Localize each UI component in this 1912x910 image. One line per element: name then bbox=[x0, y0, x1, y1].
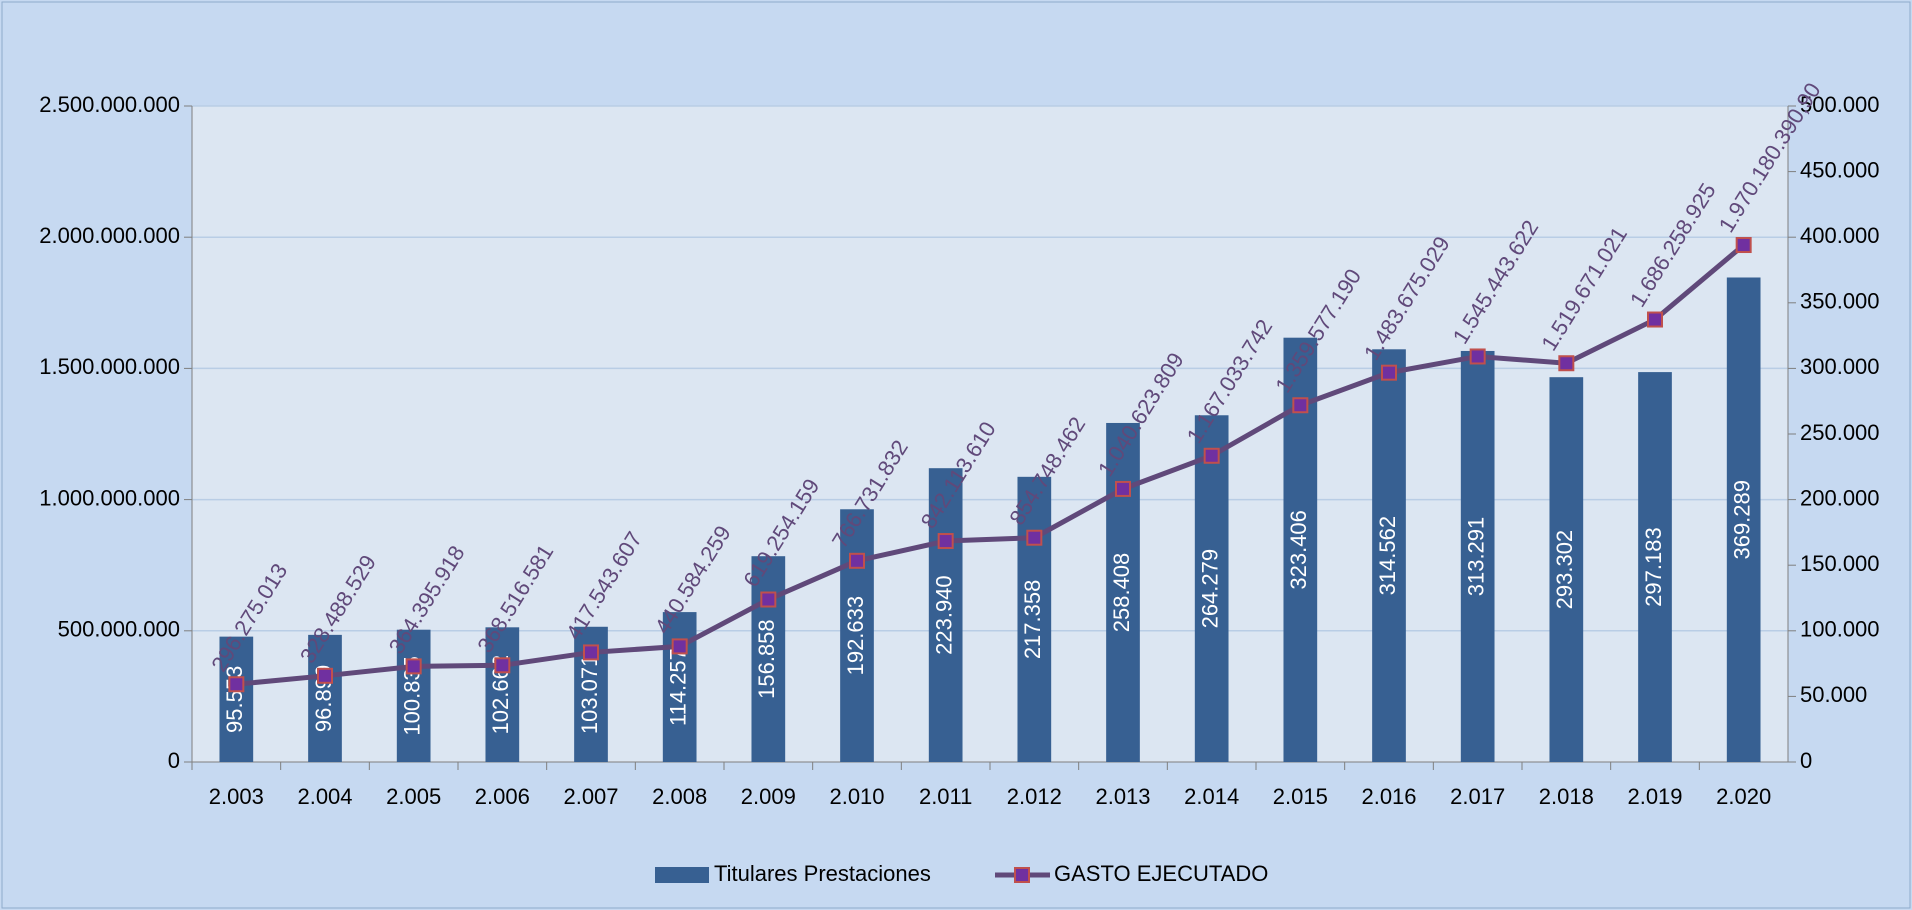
legend-marker bbox=[1014, 867, 1030, 883]
bar-label: 217.358 bbox=[1020, 580, 1045, 660]
x-tick-label: 2.018 bbox=[1539, 784, 1594, 809]
bar-label: 114.257 bbox=[665, 648, 690, 726]
bar-label: 258.408 bbox=[1109, 553, 1134, 633]
y2-tick-label: 350.000 bbox=[1800, 289, 1880, 314]
bar bbox=[662, 612, 697, 762]
bar bbox=[751, 556, 786, 762]
bar-label: 264.279 bbox=[1197, 549, 1222, 629]
y-tick-label: 0 bbox=[168, 748, 180, 773]
line-marker bbox=[671, 638, 688, 655]
bar-label: 103.071 bbox=[577, 655, 602, 735]
bar bbox=[485, 627, 520, 762]
bar-label: 314.562 bbox=[1375, 516, 1400, 596]
x-tick-label: 2.011 bbox=[919, 784, 972, 809]
bar bbox=[1017, 476, 1052, 762]
line-marker bbox=[1558, 355, 1575, 372]
x-tick-label: 2.010 bbox=[829, 784, 884, 809]
line-marker bbox=[937, 533, 954, 550]
line-marker bbox=[849, 552, 865, 569]
line-marker bbox=[1115, 480, 1131, 497]
line-marker bbox=[1469, 348, 1486, 365]
x-tick-label: 2.008 bbox=[652, 784, 707, 809]
legend-label: Titulares Prestaciones bbox=[714, 861, 931, 886]
x-tick-label: 2.007 bbox=[563, 784, 618, 809]
x-tick-label: 2.003 bbox=[209, 784, 264, 809]
bar-label: 323.406 bbox=[1286, 510, 1311, 590]
line-marker bbox=[317, 667, 333, 684]
bar bbox=[1460, 350, 1495, 762]
bar-label: 297.183 bbox=[1641, 527, 1666, 607]
y2-tick-label: 400.000 bbox=[1800, 223, 1880, 248]
x-tick-label: 2.015 bbox=[1273, 784, 1328, 809]
plot-area bbox=[192, 106, 1788, 762]
y-tick-label: 500.000.000 bbox=[58, 617, 180, 642]
x-tick-label: 2.014 bbox=[1184, 784, 1239, 809]
bar bbox=[396, 629, 431, 762]
y2-tick-label: 450.000 bbox=[1800, 157, 1880, 182]
y2-tick-label: 200.000 bbox=[1800, 485, 1880, 510]
bar bbox=[219, 636, 254, 762]
x-tick-label: 2.013 bbox=[1095, 784, 1150, 809]
bar bbox=[308, 634, 342, 762]
y2-tick-label: 300.000 bbox=[1800, 354, 1880, 379]
bar-label: 192.633 bbox=[843, 596, 868, 676]
y-tick-label: 2.500.000.000 bbox=[39, 92, 180, 117]
bar bbox=[1638, 372, 1672, 762]
y2-tick-label: 500.000 bbox=[1800, 92, 1880, 117]
line-marker bbox=[405, 658, 422, 675]
line-marker bbox=[1292, 397, 1309, 414]
y2-tick-label: 50.000 bbox=[1800, 682, 1867, 707]
bar bbox=[928, 468, 963, 762]
line-marker bbox=[1203, 447, 1220, 464]
x-tick-label: 2.009 bbox=[741, 784, 796, 809]
bar bbox=[1726, 277, 1761, 762]
x-tick-label: 2.006 bbox=[475, 784, 530, 809]
y-tick-label: 1.500.000.000 bbox=[39, 354, 180, 379]
line-marker bbox=[583, 644, 599, 661]
line-marker bbox=[760, 591, 777, 608]
x-tick-label: 2.017 bbox=[1450, 784, 1505, 809]
y2-tick-label: 150.000 bbox=[1800, 551, 1880, 576]
bar bbox=[1194, 415, 1229, 762]
y2-tick-label: 100.000 bbox=[1800, 617, 1880, 642]
bar-label: 369.289 bbox=[1729, 480, 1754, 560]
x-tick-label: 2.012 bbox=[1007, 784, 1062, 809]
bar-label: 223.940 bbox=[931, 575, 956, 655]
line-marker bbox=[494, 657, 511, 674]
x-tick-label: 2.016 bbox=[1361, 784, 1416, 809]
y2-tick-label: 250.000 bbox=[1800, 420, 1880, 445]
line-marker bbox=[1735, 237, 1752, 254]
line-marker bbox=[1647, 311, 1663, 328]
legend-swatch bbox=[655, 867, 709, 883]
y-tick-label: 2.000.000.000 bbox=[39, 223, 180, 248]
x-tick-label: 2.020 bbox=[1716, 784, 1771, 809]
bar bbox=[840, 509, 874, 762]
line-marker bbox=[1381, 364, 1397, 381]
bar bbox=[1549, 377, 1584, 762]
x-tick-label: 2.019 bbox=[1627, 784, 1682, 809]
line-marker bbox=[228, 676, 245, 693]
x-tick-label: 2.005 bbox=[386, 784, 441, 809]
line-marker bbox=[1026, 529, 1043, 546]
line bbox=[236, 243, 1746, 687]
y-tick-label: 1.000.000.000 bbox=[39, 485, 180, 510]
bar-label: 293.302 bbox=[1552, 530, 1577, 610]
bar bbox=[1106, 422, 1140, 762]
bar-label: 313.291 bbox=[1463, 517, 1488, 597]
legend-label: GASTO EJECUTADO bbox=[1054, 861, 1268, 886]
bar-label: 156.858 bbox=[754, 619, 779, 699]
bar bbox=[1372, 349, 1406, 762]
x-tick-label: 2.004 bbox=[297, 784, 352, 809]
y2-tick-label: 0 bbox=[1800, 748, 1812, 773]
